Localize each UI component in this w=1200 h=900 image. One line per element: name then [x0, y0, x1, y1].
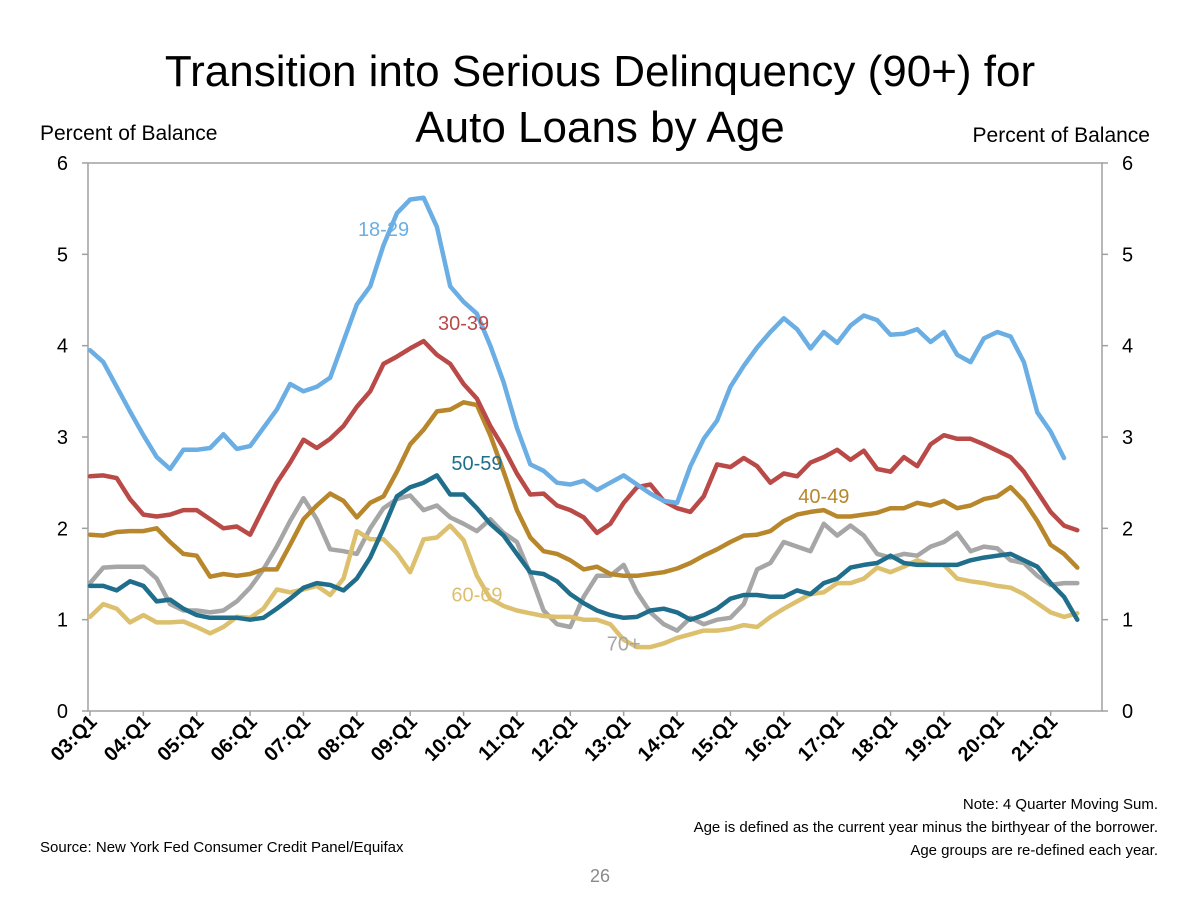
series-line-40-49 [87, 400, 1080, 579]
series-label-18-29: 18-29 [358, 219, 409, 241]
y-tick-label-left: 1 [57, 610, 68, 632]
x-tick-label: 03:Q1 [47, 711, 102, 766]
x-tick-label: 13:Q1 [580, 711, 635, 766]
x-tick-label: 07:Q1 [260, 711, 315, 766]
x-tick-label: 04:Q1 [100, 711, 155, 766]
y-tick-label-left: 5 [57, 244, 68, 266]
series-line-18-29 [87, 195, 1067, 506]
x-tick-label: 14:Q1 [634, 711, 689, 766]
x-tick-label: 18:Q1 [847, 711, 902, 766]
note-line-2: Age is defined as the current year minus… [693, 819, 1158, 836]
y-tick-label-right: 6 [1122, 153, 1133, 175]
x-tick-label: 20:Q1 [954, 711, 1009, 766]
series-line-60-69 [87, 523, 1080, 650]
x-tick-label: 09:Q1 [367, 711, 422, 766]
y-tick-label-right: 2 [1122, 518, 1133, 540]
x-tick-label: 05:Q1 [153, 711, 208, 766]
chart-title: Transition into Serious Delinquency (90+… [0, 44, 1200, 156]
x-tick-label: 19:Q1 [901, 711, 956, 766]
y-tick-label-left: 0 [57, 701, 68, 723]
x-tick-label: 06:Q1 [207, 711, 262, 766]
series-label-40-49: 40-49 [798, 486, 849, 508]
series-line-30-39 [87, 338, 1080, 537]
note-line-3: Age groups are re-defined each year. [910, 842, 1158, 859]
series-line-50-59 [87, 473, 1080, 622]
y-tick-label-right: 4 [1122, 336, 1133, 358]
y-tick-label-left: 4 [57, 336, 68, 358]
x-tick-label: 15:Q1 [687, 711, 742, 766]
left-axis-caption: Percent of Balance [40, 122, 218, 145]
x-tick-label: 11:Q1 [474, 711, 528, 765]
right-axis-caption: Percent of Balance [972, 124, 1150, 147]
x-tick-label: 17:Q1 [794, 711, 849, 766]
y-tick-label-right: 1 [1122, 610, 1133, 632]
y-tick-label-right: 0 [1122, 701, 1133, 723]
y-tick-label-right: 3 [1122, 427, 1133, 449]
chart-title-line-2: Auto Loans by Age [415, 103, 785, 152]
page-number: 26 [589, 866, 611, 886]
x-tick-label: 08:Q1 [314, 711, 369, 766]
series-label-30-39: 30-39 [438, 313, 489, 335]
y-tick-label-left: 3 [57, 427, 68, 449]
chart-notes: Note: 4 Quarter Moving Sum. Age is defin… [694, 793, 1158, 862]
chart-title-line-1: Transition into Serious Delinquency (90+… [164, 47, 1036, 96]
series-line-70plus [87, 493, 1080, 633]
series-label-60-69: 60-69 [451, 584, 502, 606]
x-tick-label: 10:Q1 [420, 711, 475, 766]
series-label-70plus: 70+ [607, 634, 641, 656]
x-tick-label: 16:Q1 [740, 711, 795, 766]
x-tick-label: 21:Q1 [1007, 711, 1062, 766]
source-note: Source: New York Fed Consumer Credit Pan… [40, 839, 404, 856]
y-tick-label-left: 2 [57, 518, 68, 540]
series-label-50-59: 50-59 [451, 453, 502, 475]
y-tick-label-left: 6 [57, 153, 68, 175]
note-line-1: Note: 4 Quarter Moving Sum. [962, 796, 1158, 813]
y-tick-label-right: 5 [1122, 244, 1133, 266]
x-tick-label: 12:Q1 [527, 711, 582, 766]
